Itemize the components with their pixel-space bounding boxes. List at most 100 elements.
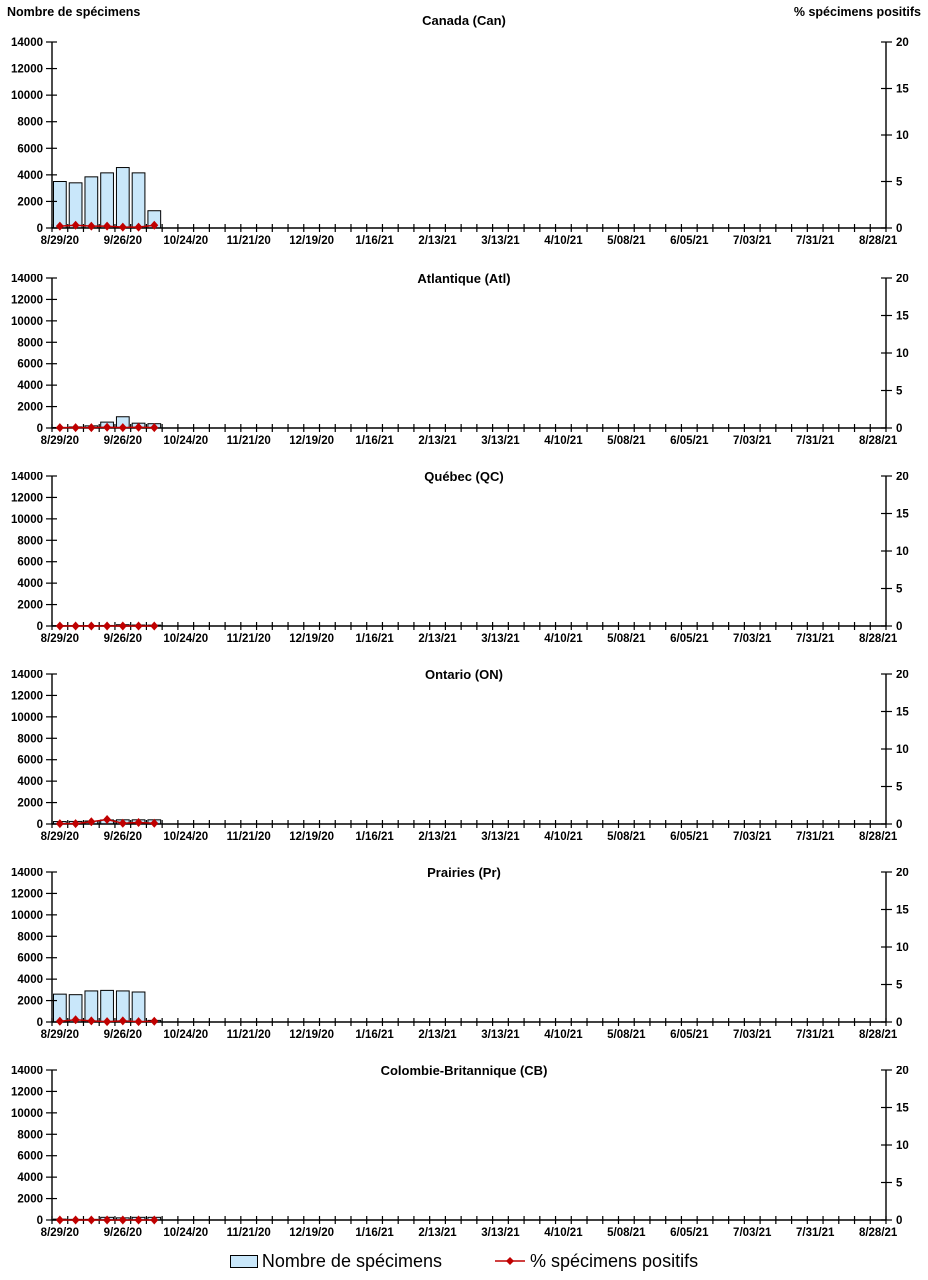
pct-positive-point <box>71 819 80 829</box>
left-tick-label: 4000 <box>17 974 43 986</box>
pct-positive-point <box>71 220 80 230</box>
left-tick-label: 2000 <box>17 600 43 612</box>
axes-group <box>46 475 892 630</box>
pct-line-group <box>55 1015 159 1027</box>
right-tick-label: 10 <box>896 130 909 142</box>
left-tick-label: 0 <box>37 1215 43 1227</box>
pct-positive-point <box>103 221 112 231</box>
right-tick-label: 0 <box>896 621 902 633</box>
x-tick-label: 4/10/21 <box>544 633 583 645</box>
x-tick-label: 8/29/20 <box>41 435 79 447</box>
x-tick-label: 3/13/21 <box>481 831 520 843</box>
right-tick-label: 20 <box>896 37 909 49</box>
pct-line-group <box>55 815 159 829</box>
x-tick-label: 2/13/21 <box>418 1227 457 1239</box>
x-tick-label: 12/19/20 <box>289 435 334 447</box>
left-tick-label: 8000 <box>17 117 43 129</box>
x-tick-label: 11/21/20 <box>227 831 271 843</box>
x-tick-label: 10/24/20 <box>163 831 208 843</box>
x-tick-label: 5/08/21 <box>607 235 646 247</box>
left-tick-label: 2000 <box>17 196 43 208</box>
pct-positive-point <box>150 818 159 828</box>
axes-group <box>46 41 892 232</box>
x-tick-label: 9/26/20 <box>104 1029 142 1041</box>
pct-positive-point <box>118 621 127 631</box>
quebec-plot: 0 2000 4000 6000 8000 10000 12000 14000 0 5 10 15 20… <box>11 472 909 645</box>
x-tick-label: 9/26/20 <box>104 235 142 247</box>
left-tick-label: 6000 <box>17 1151 43 1163</box>
x-tick-label: 3/13/21 <box>481 633 520 645</box>
x-tick-label: 5/08/21 <box>607 435 646 447</box>
right-tick-label: 0 <box>896 819 902 831</box>
specimen-bar <box>100 172 114 229</box>
x-tick-label: 6/05/21 <box>670 235 709 247</box>
x-tick-label: 8/29/20 <box>41 831 79 843</box>
x-tick-label: 2/13/21 <box>418 633 457 645</box>
x-tick-label: 7/03/21 <box>733 1227 772 1239</box>
x-tick-label: 1/16/21 <box>355 831 394 843</box>
x-tick-label: 6/05/21 <box>670 1227 709 1239</box>
pct-line-group <box>55 220 159 232</box>
x-tick-label: 8/29/20 <box>41 1227 79 1239</box>
pct-positive-point <box>118 1016 127 1026</box>
x-tick-label: 9/26/20 <box>104 831 142 843</box>
left-tick-label: 4000 <box>17 578 43 590</box>
left-tick-label: 0 <box>37 423 43 435</box>
pct-positive-point <box>134 222 143 232</box>
x-tick-label: 8/29/20 <box>41 235 79 247</box>
pct-positive-point <box>55 1215 64 1225</box>
left-tick-label: 4000 <box>17 776 43 788</box>
specimen-bar <box>131 172 146 229</box>
x-tick-label: 9/26/20 <box>104 1227 142 1239</box>
pct-line-group <box>55 621 159 631</box>
right-tick-label: 0 <box>896 1215 902 1227</box>
right-tick-label: 20 <box>896 868 909 879</box>
left-tick-label: 10000 <box>11 1108 43 1120</box>
x-tick-label: 6/05/21 <box>670 1029 709 1041</box>
x-tick-label: 5/08/21 <box>607 1227 646 1239</box>
left-tick-label: 8000 <box>17 535 43 547</box>
x-tick-label: 4/10/21 <box>544 831 583 843</box>
colombie-britannique-plot: 0 2000 4000 6000 8000 10000 12000 14000 0 5 10 15 20… <box>11 1066 909 1239</box>
pct-positive-point <box>118 423 127 433</box>
x-tick-label: 1/16/21 <box>355 235 394 247</box>
pct-line-group <box>55 1215 159 1225</box>
pct-positive-point <box>118 1215 127 1225</box>
x-tick-label: 7/31/21 <box>796 235 835 247</box>
x-tick-label: 2/13/21 <box>418 235 457 247</box>
pct-positive-point <box>150 1215 159 1225</box>
pct-positive-point <box>134 422 143 432</box>
canada-plot: 0 2000 4000 6000 8000 10000 12000 14000 0 5 10 15 20… <box>11 37 909 247</box>
pct-positive-point <box>87 1215 96 1225</box>
atlantique-plot: 0 2000 4000 6000 8000 10000 12000 14000 0 5 10 15 20… <box>11 274 909 447</box>
pct-positive-point <box>118 818 127 828</box>
pct-positive-point <box>150 423 159 433</box>
x-tick-label: 6/05/21 <box>670 633 709 645</box>
prairies-plot: 0 2000 4000 6000 8000 10000 12000 14000 0 5 10 15 20… <box>11 868 909 1041</box>
axes-group <box>46 277 892 432</box>
pct-positive-point <box>103 1017 112 1027</box>
left-tick-label: 14000 <box>11 670 43 681</box>
left-tick-label: 2000 <box>17 402 43 414</box>
left-tick-label: 0 <box>37 1017 43 1029</box>
x-tick-label: 12/19/20 <box>289 235 334 247</box>
legend: Nombre de spécimens % spécimens positifs <box>0 1246 928 1276</box>
left-tick-label: 6000 <box>17 755 43 767</box>
chart-block-prairies: Prairies (Pr) 0 2000 4000 6000 8000 10000 1200… <box>0 865 928 1066</box>
x-tick-label: 4/10/21 <box>544 1029 583 1041</box>
right-tick-label: 5 <box>896 386 903 398</box>
pct-positive-point <box>55 221 64 231</box>
x-tick-label: 1/16/21 <box>355 1029 394 1041</box>
x-tick-label: 1/16/21 <box>355 1227 394 1239</box>
x-tick-label: 7/31/21 <box>796 1029 835 1041</box>
right-tick-label: 0 <box>896 223 902 235</box>
x-tick-label: 7/03/21 <box>733 435 772 447</box>
left-tick-label: 14000 <box>11 1066 43 1077</box>
x-tick-label: 7/31/21 <box>796 435 835 447</box>
x-tick-label: 7/31/21 <box>796 831 835 843</box>
x-tick-label: 7/31/21 <box>796 1227 835 1239</box>
x-tick-label: 3/13/21 <box>481 1227 520 1239</box>
left-tick-label: 6000 <box>17 359 43 371</box>
left-tick-label: 4000 <box>17 1172 43 1184</box>
